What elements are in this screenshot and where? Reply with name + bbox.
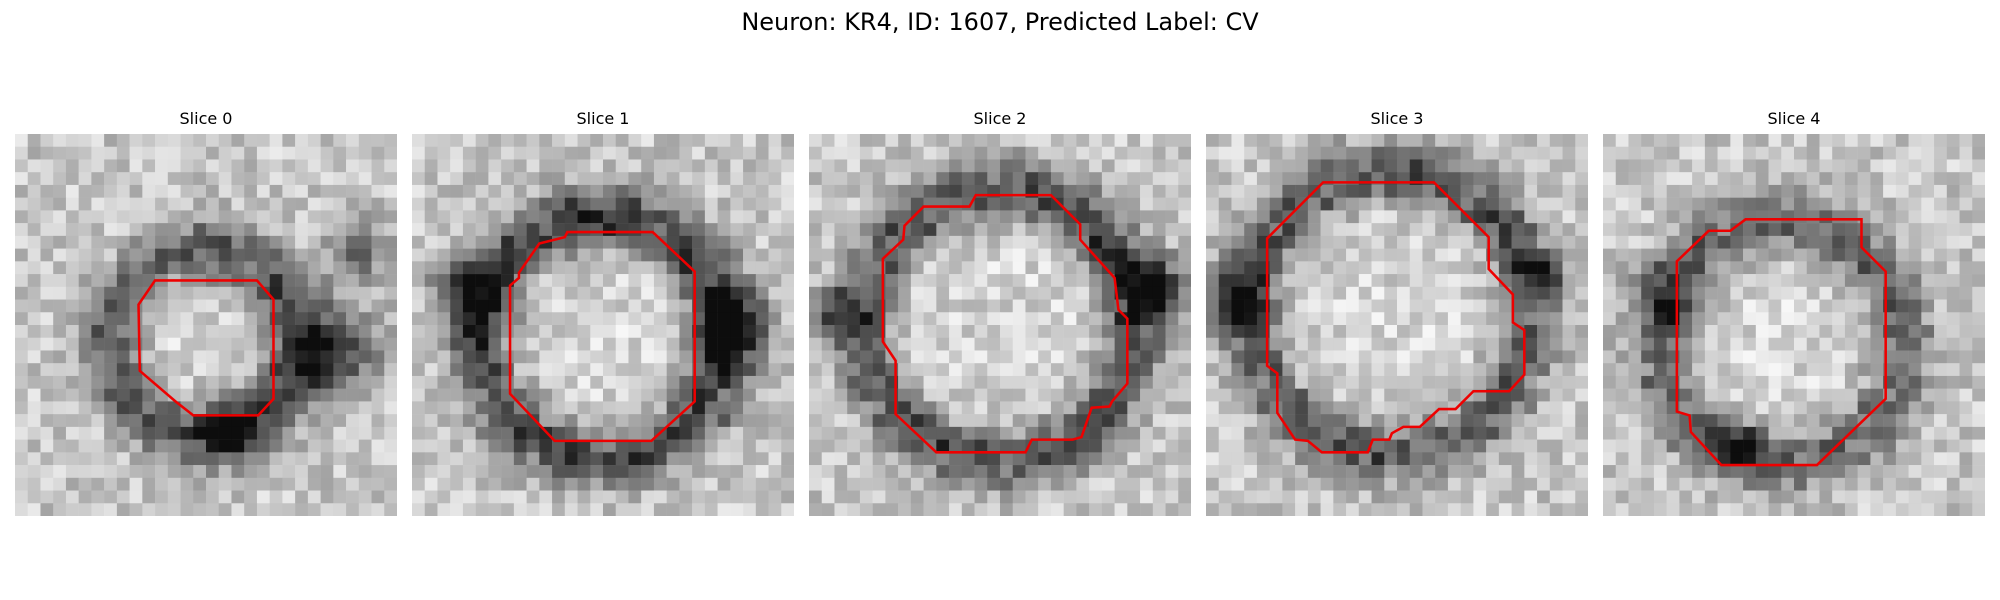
microscopy-pixels-1 — [412, 134, 794, 516]
microscopy-pixels-3 — [1206, 134, 1588, 516]
roi-contour-4 — [1675, 218, 1887, 467]
roi-contour-2 — [881, 193, 1129, 454]
roi-contour-0 — [137, 279, 275, 417]
slice-image-3 — [1206, 134, 1588, 516]
slice-title-1: Slice 1 — [576, 109, 630, 128]
roi-contour-1 — [508, 230, 696, 443]
slice-image-1 — [412, 134, 794, 516]
slice-panel-2: Slice 2 — [809, 106, 1191, 516]
slice-panel-4: Slice 4 — [1603, 106, 1985, 516]
slice-image-0 — [15, 134, 397, 516]
slice-panel-1: Slice 1 — [412, 106, 794, 516]
slice-panel-3: Slice 3 — [1206, 106, 1588, 516]
microscopy-pixels-0 — [15, 134, 397, 516]
slice-image-4 — [1603, 134, 1985, 516]
slice-title-3: Slice 3 — [1370, 109, 1424, 128]
microscopy-pixels-2 — [809, 134, 1191, 516]
microscopy-pixels-4 — [1603, 134, 1985, 516]
slice-image-2 — [809, 134, 1191, 516]
figure-title: Neuron: KR4, ID: 1607, Predicted Label: … — [741, 8, 1259, 36]
roi-contour-3 — [1265, 181, 1526, 454]
slice-title-0: Slice 0 — [179, 109, 233, 128]
slice-title-4: Slice 4 — [1767, 109, 1821, 128]
slice-title-2: Slice 2 — [973, 109, 1027, 128]
slice-panel-0: Slice 0 — [15, 106, 397, 516]
